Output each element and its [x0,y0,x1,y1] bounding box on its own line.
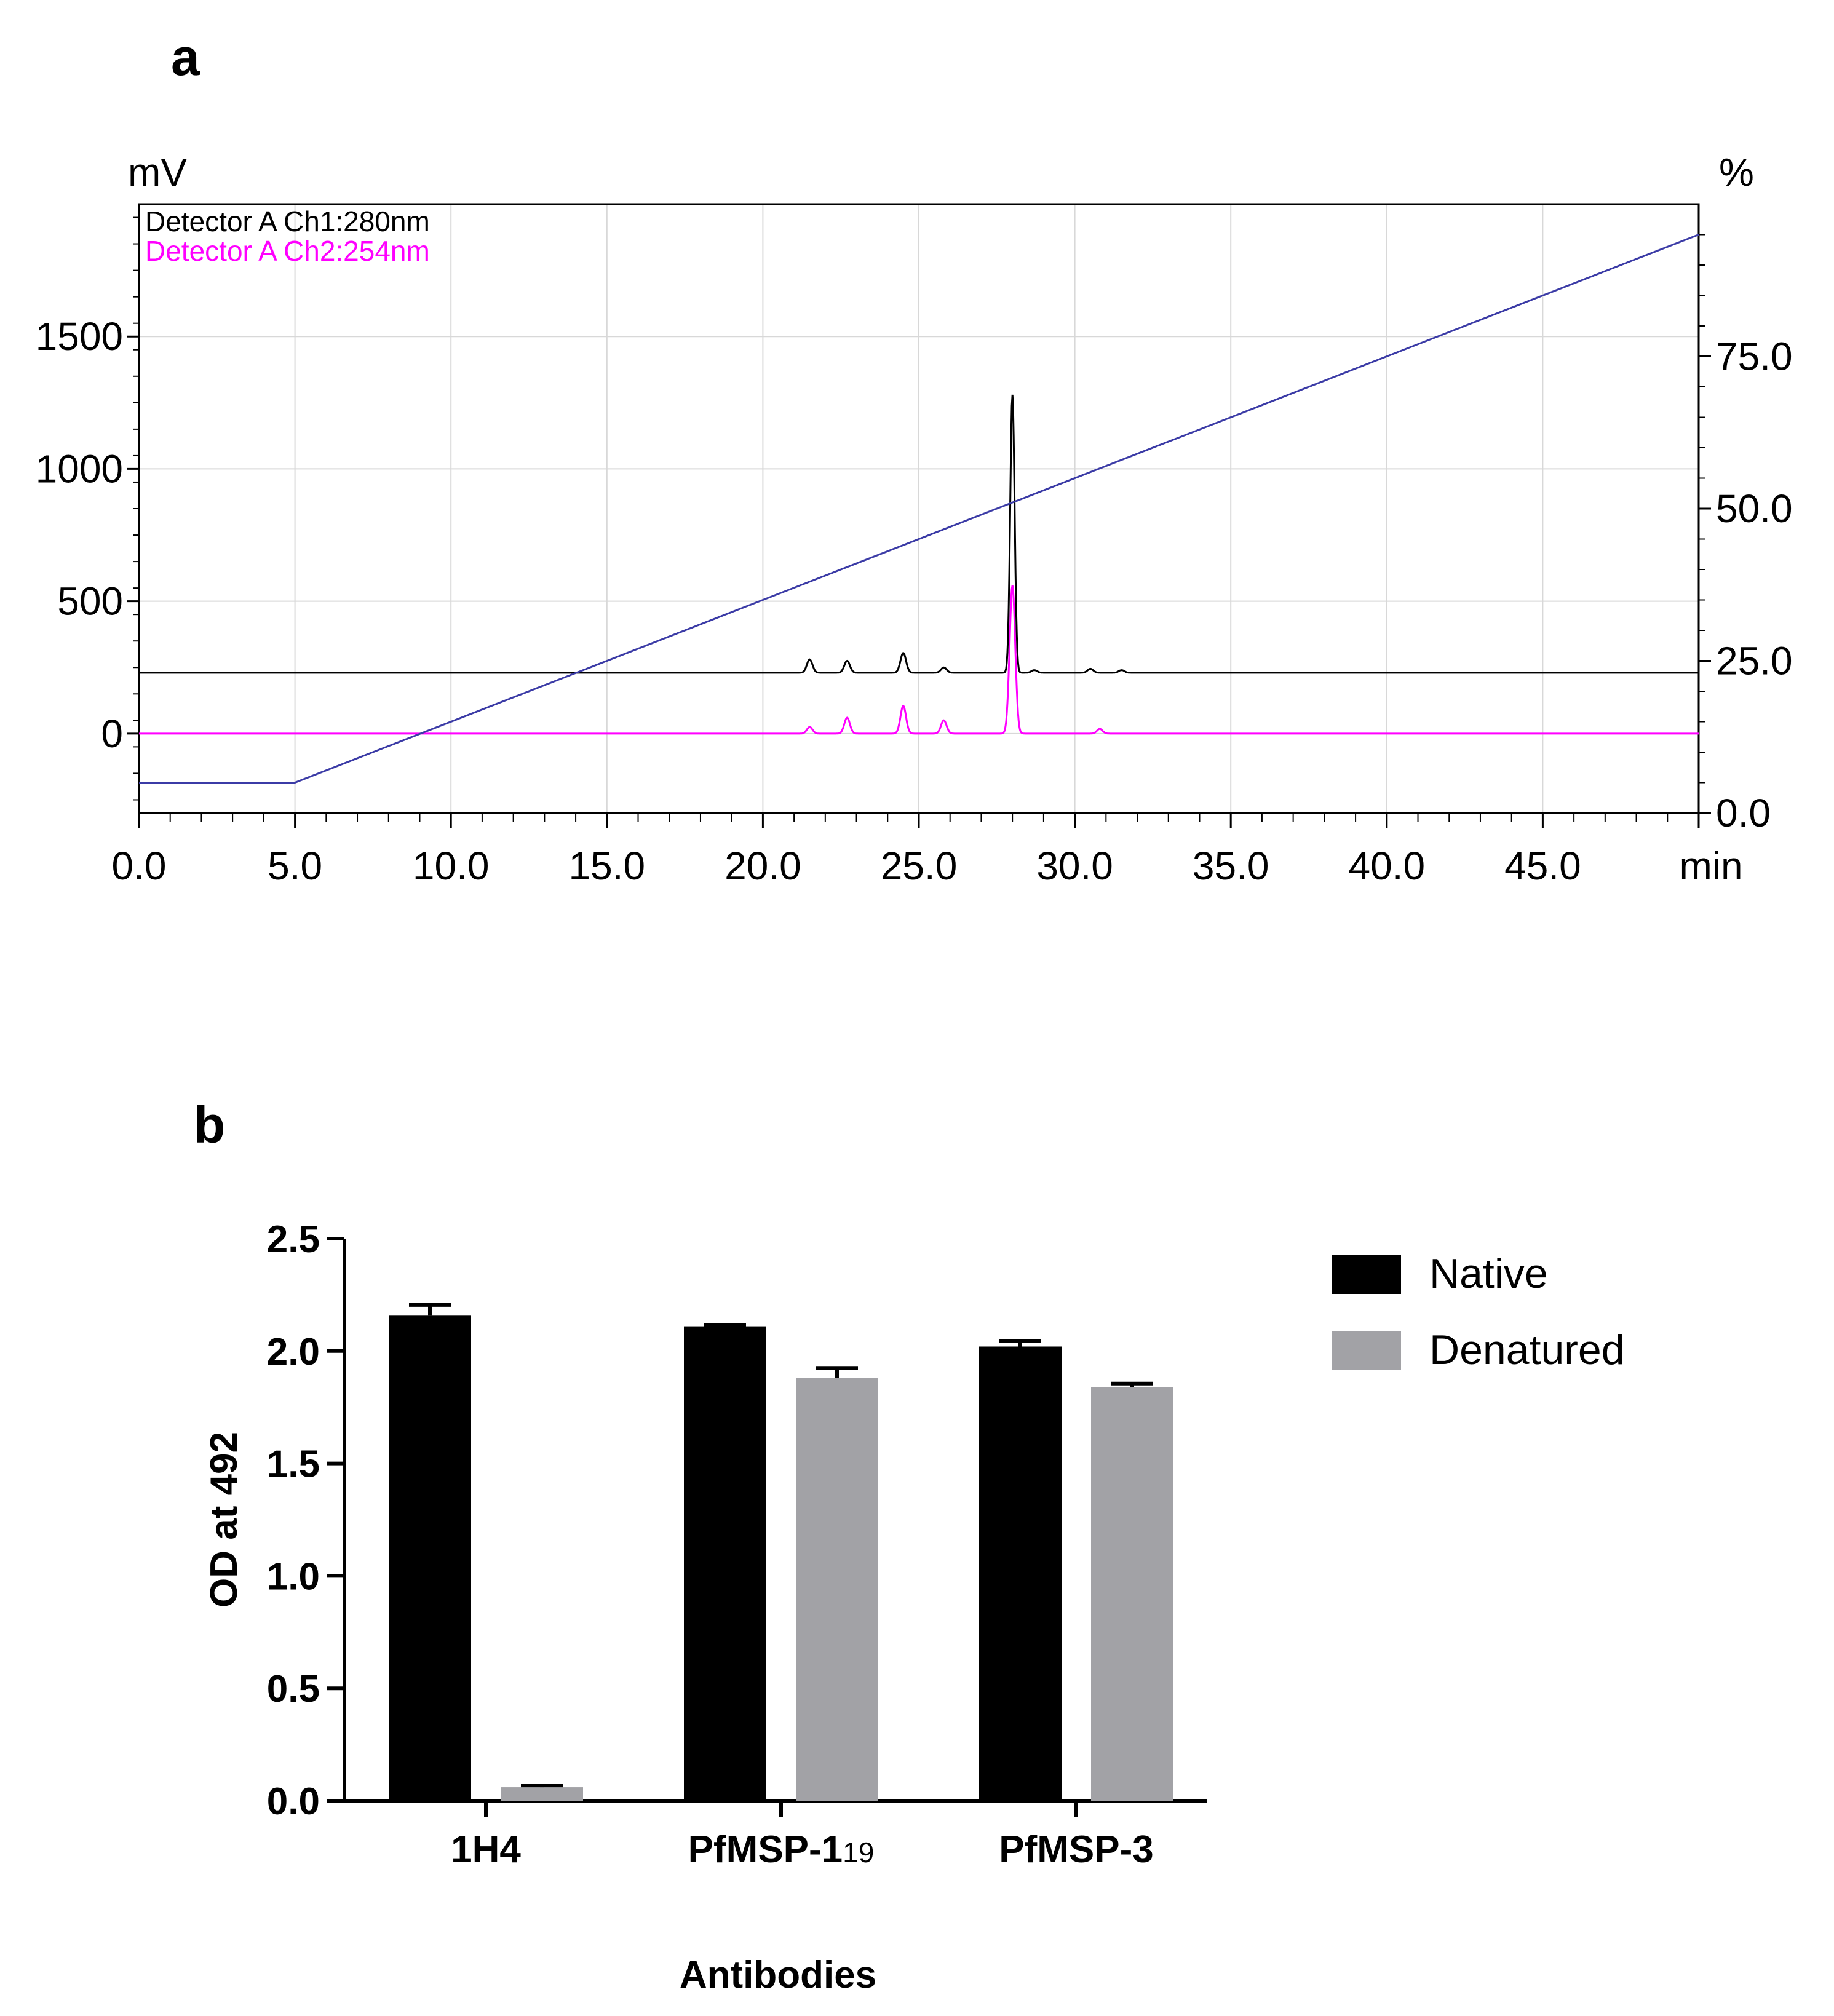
y-axis-label: OD at 492 [203,1432,245,1608]
x-tick-label: 10.0 [413,844,490,888]
y-left-tick-label: 1000 [36,446,123,491]
x-tick-label: 40.0 [1349,844,1426,888]
y-right-unit-label: % [1719,150,1754,194]
x-tick-subscript: 19 [843,1836,874,1868]
bar [979,1346,1062,1801]
bar [389,1315,471,1801]
y-tick-label: 1.5 [267,1443,320,1486]
y-right-tick-label: 75.0 [1716,335,1793,379]
x-tick-label: PfMSP-3 [999,1828,1153,1871]
legend-swatch [1332,1331,1401,1370]
y-left-unit-label: mV [128,150,187,194]
panel-b-label: b [194,1096,225,1154]
y-tick-label: 2.5 [267,1218,320,1261]
x-tick-label: 15.0 [569,844,646,888]
y-right-tick-label: 25.0 [1716,639,1793,683]
x-tick-label: 5.0 [268,844,322,888]
y-tick-label: 0.0 [267,1780,320,1823]
legend-entry: Native [1429,1250,1548,1297]
y-left-tick-label: 0 [101,712,123,756]
x-unit-label: min [1679,844,1742,888]
bar [796,1378,878,1801]
x-tick-label: 30.0 [1036,844,1113,888]
x-tick-label: 20.0 [724,844,801,888]
x-axis-label: Antibodies [680,1954,876,1996]
y-left-tick-label: 500 [57,579,123,624]
bar [501,1787,583,1801]
x-tick-label: 0.0 [112,844,167,888]
bar [684,1326,766,1801]
x-tick-label: 25.0 [881,844,958,888]
y-tick-label: 0.5 [267,1668,320,1710]
panel-a-label: a [171,28,200,86]
x-tick-label: 35.0 [1193,844,1269,888]
trace-254nm [139,585,1699,735]
y-tick-label: 1.0 [267,1555,320,1598]
trace-280nm [139,394,1699,674]
x-tick-label: 1H4 [451,1828,521,1871]
legend-swatch [1332,1255,1401,1294]
bar-chart: 0.0 0.5 1.0 1.5 2.0 2.5 OD at 492 1H4 PfMSP-119 P… [203,1218,1625,1996]
legend-entry: Denatured [1429,1327,1625,1373]
bar [1091,1387,1173,1801]
legend-entry: Detector A Ch2:254nm [145,235,430,267]
y-left-tick-label: 1500 [36,314,123,359]
x-tick-label: PfMSP-119 [688,1828,875,1871]
y-right-tick-label: 0.0 [1716,791,1771,835]
legend-entry: Detector A Ch1:280nm [145,205,430,237]
y-right-tick-label: 50.0 [1716,486,1793,531]
chromatogram-chart: 0.0 5.0 10.0 15.0 20.0 25.0 30.0 35.0 40.0 45.0 mi… [36,150,1793,888]
x-tick-label: 45.0 [1504,844,1581,888]
gradient-line [139,234,1699,784]
y-tick-label: 2.0 [267,1331,320,1373]
